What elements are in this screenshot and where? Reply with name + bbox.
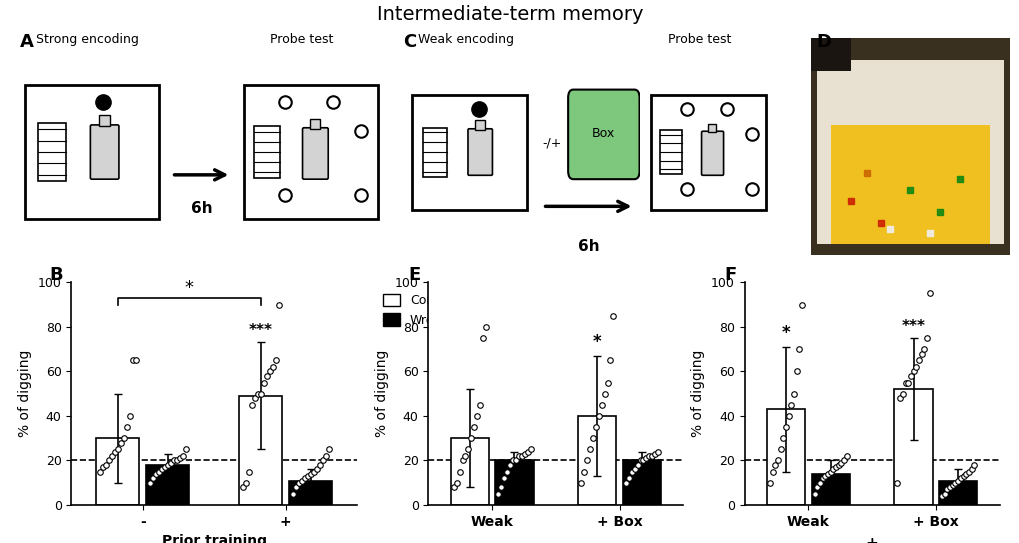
Bar (707, 124, 715, 132)
Text: ***: *** (901, 319, 924, 333)
Legend: Correct, Wrong: Correct, Wrong (377, 289, 461, 332)
Text: Probe test: Probe test (270, 33, 333, 46)
Text: *: * (592, 333, 601, 351)
Text: Strong encoding: Strong encoding (36, 33, 139, 46)
Text: B: B (49, 266, 62, 284)
Text: -: - (552, 536, 558, 543)
Y-axis label: % of digging: % of digging (18, 350, 33, 437)
Bar (623, 460, 660, 505)
Bar (239, 396, 282, 505)
Text: D: D (815, 33, 830, 50)
FancyBboxPatch shape (91, 125, 119, 179)
Bar (422, 128, 446, 176)
Text: -/+: -/+ (542, 137, 561, 150)
Text: 6h: 6h (191, 201, 212, 216)
Bar (811, 474, 849, 505)
Text: F: F (723, 266, 736, 284)
Text: Box: Box (592, 127, 614, 140)
Bar (816, 60, 1003, 244)
Text: ***: *** (249, 323, 272, 338)
Text: C: C (403, 33, 416, 50)
Bar (147, 465, 190, 505)
Bar (97, 438, 140, 505)
Bar (254, 127, 279, 178)
Bar (450, 438, 488, 505)
Bar (578, 416, 615, 505)
Y-axis label: % of digging: % of digging (691, 350, 705, 437)
Bar (495, 460, 533, 505)
Bar (475, 120, 485, 130)
Bar (659, 130, 682, 174)
Bar (99, 115, 110, 127)
Text: A: A (20, 33, 35, 50)
Bar (894, 389, 931, 505)
Bar (766, 409, 804, 505)
FancyBboxPatch shape (468, 129, 492, 175)
Bar (938, 481, 976, 505)
Text: E: E (408, 266, 420, 284)
Text: Intermediate-term memory: Intermediate-term memory (376, 5, 643, 24)
Text: Weak encoding: Weak encoding (418, 33, 514, 46)
Y-axis label: % of digging: % of digging (375, 350, 389, 437)
Bar (289, 481, 332, 505)
X-axis label: Prior training: Prior training (162, 534, 266, 543)
FancyBboxPatch shape (701, 131, 722, 175)
Text: Probe test: Probe test (667, 33, 731, 46)
Text: +: + (865, 536, 877, 543)
Bar (38, 123, 66, 181)
Text: *: * (184, 279, 194, 297)
Bar (830, 125, 988, 244)
FancyBboxPatch shape (568, 90, 639, 179)
Bar (810, 38, 850, 71)
Text: 6h: 6h (577, 239, 599, 254)
Text: *: * (781, 325, 790, 343)
Bar (310, 119, 319, 129)
FancyBboxPatch shape (303, 128, 328, 179)
